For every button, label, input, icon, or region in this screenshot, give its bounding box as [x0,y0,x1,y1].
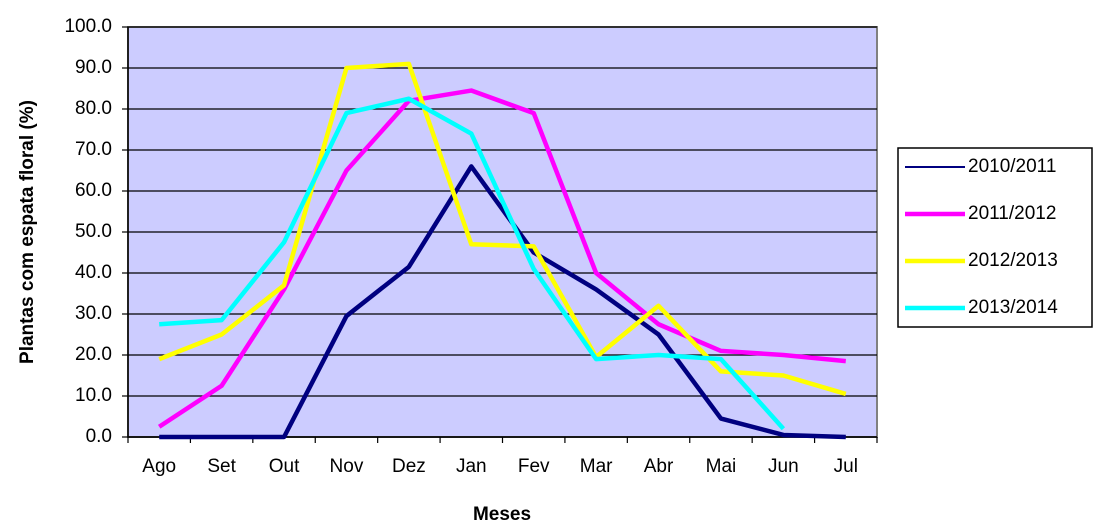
legend-label: 2012/2013 [968,250,1058,271]
y-tick-label: 50.0 [75,221,112,242]
y-tick-label: 100.0 [64,16,112,37]
x-tick-label: Mar [580,456,613,477]
legend-label: 2011/2012 [968,203,1056,224]
y-tick-label: 10.0 [75,385,112,406]
series-line [159,96,786,431]
y-axis-title: Plantas com espata floral (%) [17,100,38,364]
x-tick-label: Jun [768,456,799,477]
x-tick-label: Dez [392,456,426,477]
legend-label: 2013/2014 [968,297,1058,318]
x-tick-label: Jul [834,456,858,477]
y-tick-label: 40.0 [75,262,112,283]
y-tick-label: 70.0 [75,139,112,160]
series-line [159,164,846,440]
legend-label: 2010/2011 [968,156,1056,177]
x-tick-label: Mai [706,456,737,477]
series-line [157,88,847,429]
legend [897,147,1093,328]
x-tick-label: Fev [518,456,550,477]
x-tick-label: Abr [644,456,674,477]
y-tick-label: 30.0 [75,303,112,324]
y-tick-label: 60.0 [75,180,112,201]
y-tick-label: 20.0 [75,344,112,365]
x-tick-label: Set [207,456,236,477]
x-tick-label: Nov [330,456,364,477]
y-tick-label: 0.0 [86,426,112,447]
x-tick-label: Jan [456,456,487,477]
x-axis-title: Meses [473,504,531,525]
y-tick-label: 80.0 [75,98,112,119]
y-tick-label: 90.0 [75,57,112,78]
x-tick-label: Ago [142,456,176,477]
x-tick-label: Out [269,456,300,477]
